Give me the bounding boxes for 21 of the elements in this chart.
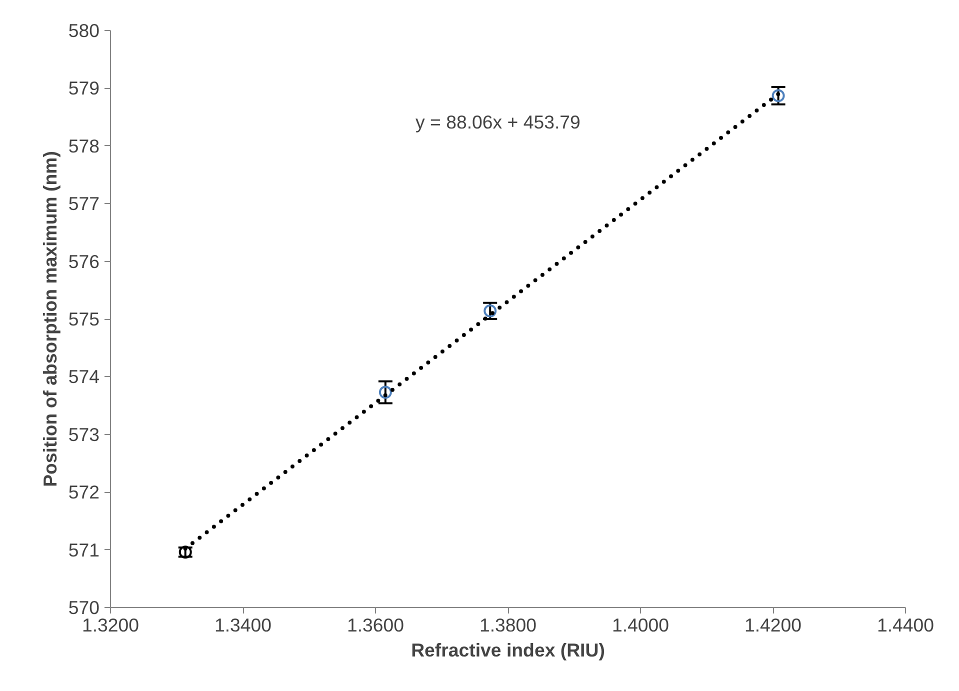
annotation: y = 88.06x + 453.79: [416, 112, 580, 132]
point: [772, 89, 785, 102]
y-tick-label: 575: [68, 308, 100, 330]
x-tick-label: 1.3400: [214, 614, 272, 636]
y-tick-label: 576: [68, 250, 100, 272]
y-tick-label: 574: [68, 366, 100, 388]
y-tick-label: 571: [68, 539, 100, 560]
x-tick-label: 1.4000: [612, 614, 670, 636]
x-tick-label: 1.4200: [744, 614, 802, 636]
y-axis-title: Position of absorption maximum (nm): [39, 151, 60, 487]
y-tick-label: 579: [68, 78, 100, 99]
y-tick-label: 580: [68, 20, 100, 41]
y-tick-label: 577: [68, 193, 100, 214]
x-tick-label: 1.3800: [479, 614, 537, 636]
y-tick-label: 578: [68, 135, 100, 156]
x-axis-title: Refractive index (RIU): [411, 640, 605, 660]
point: [378, 386, 392, 399]
y-tick-label: 573: [68, 424, 100, 445]
x-tick-label: 1.4400: [876, 614, 934, 636]
y-tick-label: 572: [68, 482, 100, 503]
x-tick-label: 1.3600: [346, 614, 404, 636]
